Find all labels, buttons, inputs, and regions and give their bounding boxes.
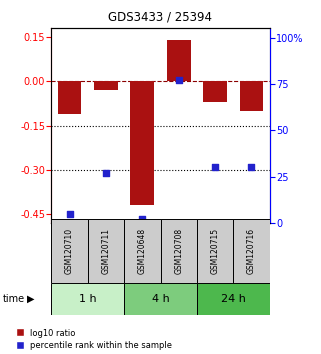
Text: GSM120711: GSM120711 bbox=[101, 228, 110, 274]
Bar bbox=[130, 81, 154, 205]
Point bbox=[103, 170, 108, 176]
Point bbox=[249, 165, 254, 170]
Text: 4 h: 4 h bbox=[152, 294, 169, 304]
Text: GDS3433 / 25394: GDS3433 / 25394 bbox=[108, 11, 213, 24]
Bar bbox=[94, 81, 118, 90]
Bar bbox=[167, 40, 190, 81]
Text: GSM120708: GSM120708 bbox=[174, 228, 183, 274]
Bar bbox=[124, 283, 197, 315]
Legend: log10 ratio, percentile rank within the sample: log10 ratio, percentile rank within the … bbox=[17, 329, 172, 350]
Point bbox=[176, 78, 181, 83]
Text: 1 h: 1 h bbox=[79, 294, 97, 304]
Bar bbox=[233, 219, 270, 283]
Bar bbox=[197, 283, 270, 315]
Point bbox=[140, 217, 145, 222]
Bar bbox=[124, 219, 160, 283]
Text: time: time bbox=[3, 294, 25, 304]
Bar bbox=[58, 81, 82, 114]
Point bbox=[67, 211, 72, 217]
Text: GSM120715: GSM120715 bbox=[211, 228, 220, 274]
Text: GSM120710: GSM120710 bbox=[65, 228, 74, 274]
Text: GSM120648: GSM120648 bbox=[138, 228, 147, 274]
Bar bbox=[88, 219, 124, 283]
Text: 24 h: 24 h bbox=[221, 294, 246, 304]
Point bbox=[213, 165, 218, 170]
Bar bbox=[51, 283, 124, 315]
Bar bbox=[203, 81, 227, 102]
Bar bbox=[239, 81, 263, 111]
Text: GSM120716: GSM120716 bbox=[247, 228, 256, 274]
Bar bbox=[160, 219, 197, 283]
Bar bbox=[51, 219, 88, 283]
Bar bbox=[197, 219, 233, 283]
Text: ▶: ▶ bbox=[27, 294, 35, 304]
